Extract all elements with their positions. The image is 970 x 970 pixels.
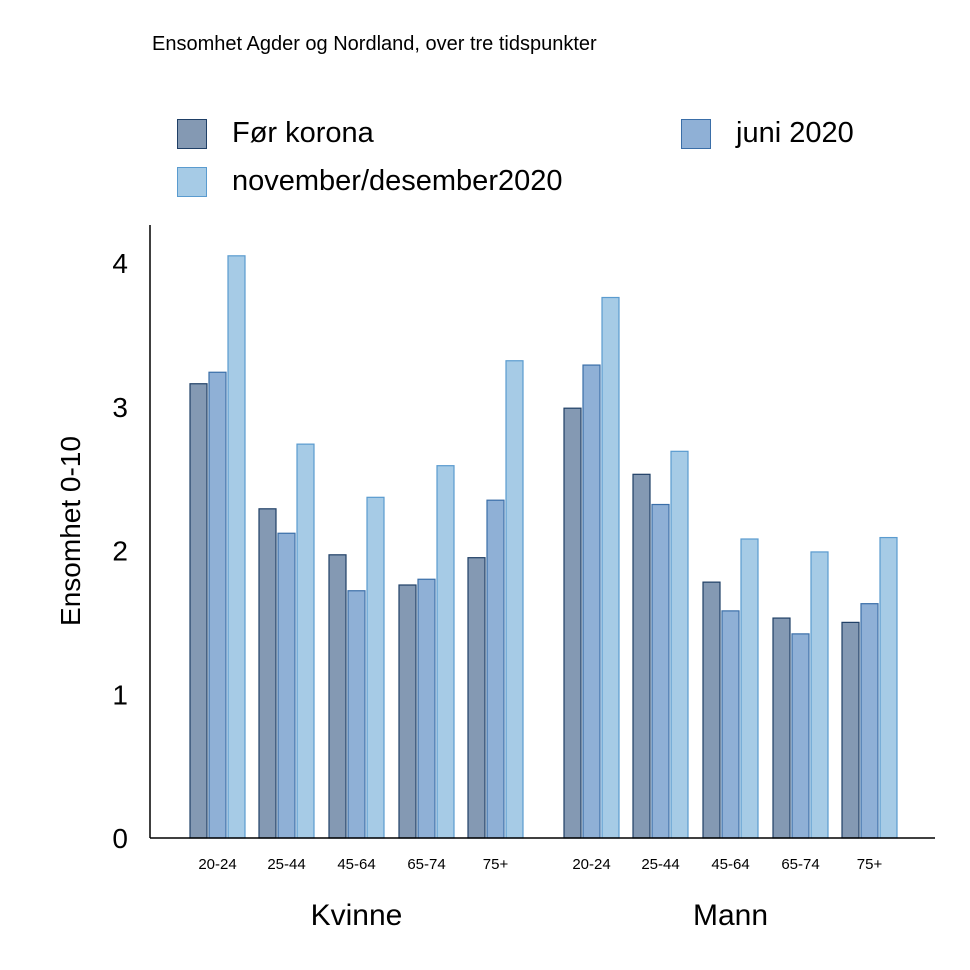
bar-mann-65-74-november-desember2020 (810, 551, 829, 839)
x-tick-label: 75+ (483, 856, 509, 873)
bar-mann-45-64-f-r-korona (702, 581, 721, 839)
chart-title: Ensomhet Agder og Nordland, over tre tid… (152, 33, 597, 55)
y-tick-label: 4 (112, 248, 128, 279)
legend-swatch-juni-2020 (681, 118, 711, 149)
y-tick-label: 3 (112, 392, 128, 423)
bar-kvinne-65-74-november-desember2020 (436, 465, 455, 839)
bar-mann-25-44-november-desember2020 (670, 450, 689, 839)
legend-swatch-november-desember-2020 (177, 166, 207, 197)
y-tick-label: 0 (112, 823, 128, 854)
bar-kvinne-20-24-f-r-korona (189, 383, 208, 839)
bar-mann-20-24-f-r-korona (563, 407, 582, 839)
bar-kvinne-75-juni-2020 (486, 499, 505, 839)
legend-item-november-desember-2020: november/desember2020 (177, 165, 562, 198)
bar-kvinne-20-24-november-desember2020 (227, 255, 246, 839)
bar-kvinne-75-f-r-korona (467, 557, 486, 839)
bar-kvinne-45-64-juni-2020 (347, 590, 366, 839)
bar-mann-25-44-f-r-korona (632, 473, 651, 839)
x-tick-label: 25-44 (267, 856, 305, 873)
bar-kvinne-25-44-f-r-korona (258, 508, 277, 839)
legend-swatch-for-korona (177, 118, 207, 149)
bar-kvinne-25-44-juni-2020 (277, 532, 296, 839)
bar-kvinne-45-64-november-desember2020 (366, 496, 385, 839)
x-tick-label: 65-74 (407, 856, 445, 873)
bar-kvinne-25-44-november-desember2020 (296, 443, 315, 839)
bar-kvinne-65-74-juni-2020 (417, 578, 436, 839)
bar-mann-65-74-juni-2020 (791, 633, 810, 839)
bar-mann-20-24-november-desember2020 (601, 296, 620, 839)
x-tick-label: 45-64 (711, 856, 749, 873)
group-label-mann: Mann (693, 899, 768, 932)
bar-mann-75-november-desember2020 (879, 536, 898, 839)
bar-mann-75-f-r-korona (841, 621, 860, 839)
x-tick-label: 20-24 (198, 856, 236, 873)
legend-label-juni-2020: juni 2020 (736, 117, 854, 149)
bar-mann-20-24-juni-2020 (582, 364, 601, 839)
x-tick-label: 20-24 (572, 856, 610, 873)
bar-mann-65-74-f-r-korona (772, 617, 791, 839)
bar-mann-45-64-juni-2020 (721, 610, 740, 839)
legend-item-for-korona: Før korona (177, 117, 374, 150)
bar-kvinne-65-74-f-r-korona (398, 584, 417, 839)
legend-label-for-korona: Før korona (232, 117, 374, 149)
x-tick-label: 65-74 (781, 856, 819, 873)
x-tick-label: 45-64 (337, 856, 375, 873)
axis-ticks: 0 1 2 3 4 20-24 25-44 45-64 65-74 75+ Kvinne 20-24 2… (112, 248, 882, 932)
bar-mann-25-44-juni-2020 (651, 503, 670, 839)
y-tick-label: 1 (112, 679, 128, 710)
x-tick-label: 75+ (857, 856, 883, 873)
bar-kvinne-45-64-f-r-korona (328, 554, 347, 839)
bar-mann-75-juni-2020 (860, 603, 879, 839)
x-tick-label: 25-44 (641, 856, 679, 873)
y-tick-label: 2 (112, 536, 128, 567)
legend-label-november-desember-2020: november/desember2020 (232, 165, 563, 197)
legend-item-juni-2020: juni 2020 (681, 117, 854, 150)
bar-kvinne-20-24-juni-2020 (208, 371, 227, 839)
bar-mann-45-64-november-desember2020 (740, 538, 759, 839)
y-axis-label: Ensomhet 0-10 (55, 436, 86, 626)
group-label-kvinne: Kvinne (311, 899, 403, 932)
bar-kvinne-75-november-desember2020 (505, 360, 524, 839)
bar-marks (189, 255, 898, 839)
